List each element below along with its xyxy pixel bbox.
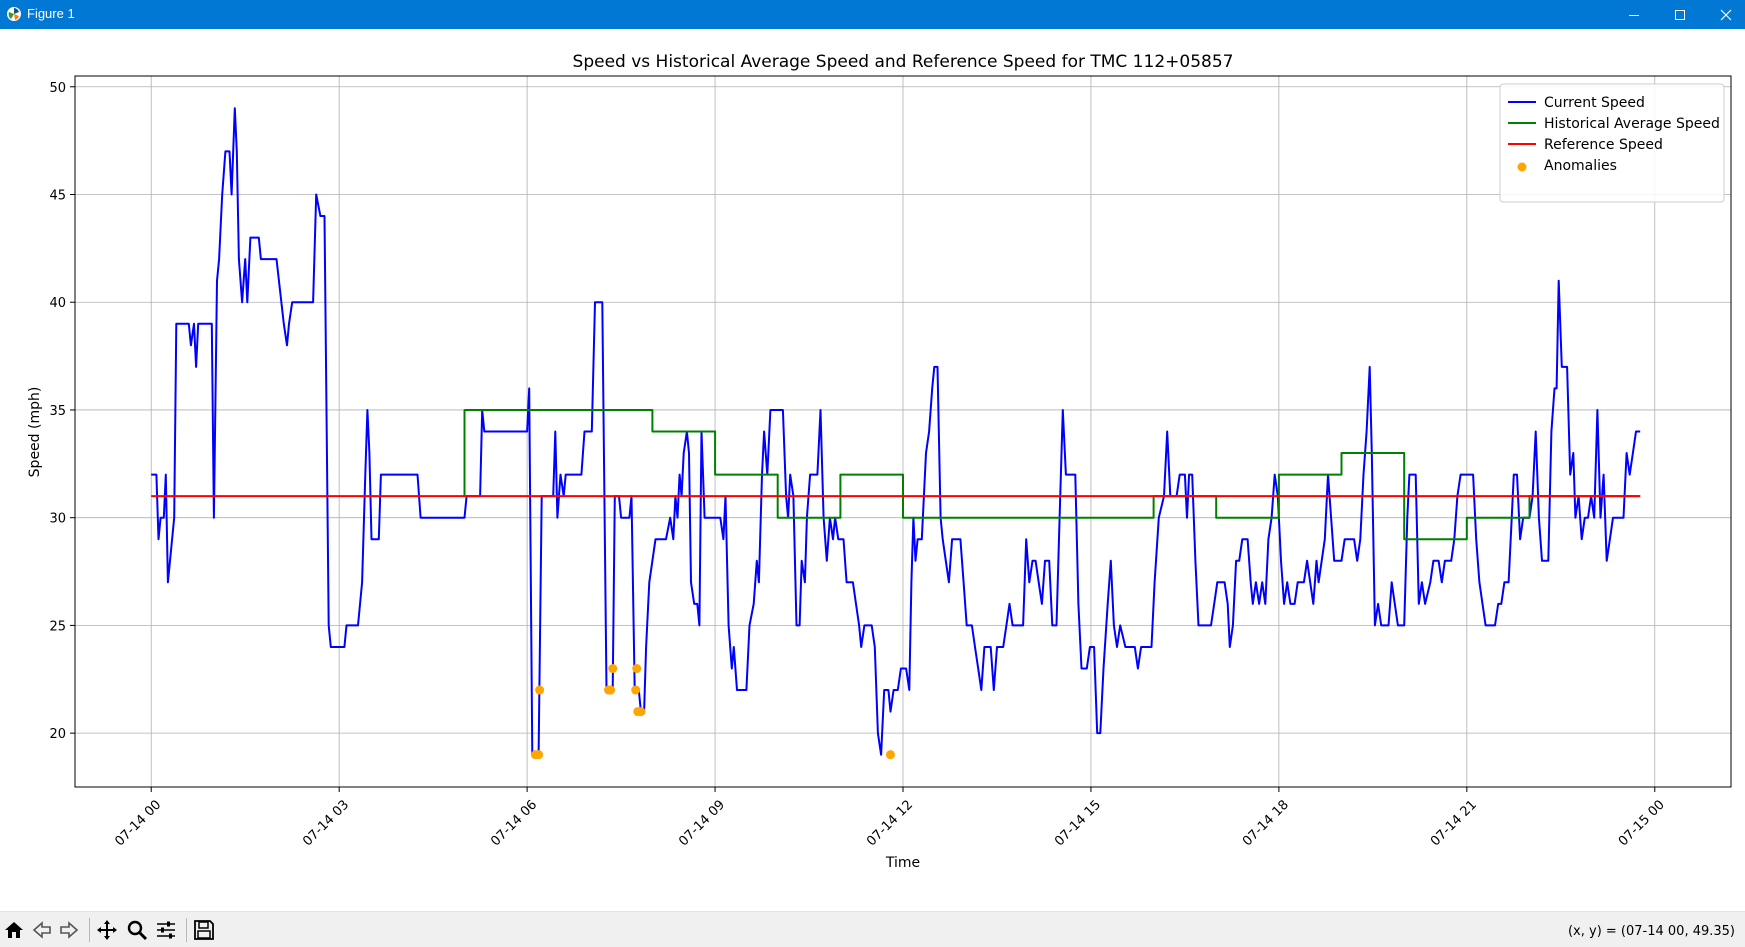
save-icon xyxy=(194,920,214,940)
maximize-button[interactable] xyxy=(1657,0,1703,29)
anomaly-point xyxy=(636,707,646,717)
x-tick-label: 07-15 00 xyxy=(1616,797,1668,849)
y-tick-label: 30 xyxy=(49,512,66,527)
legend: Current Speed Historical Average Speed Ref… xyxy=(1499,83,1725,203)
x-tick-label: 07-14 06 xyxy=(488,797,540,849)
figure-canvas[interactable]: Speed vs Historical Average Speed and Re… xyxy=(0,29,1745,911)
anomaly-point xyxy=(885,750,895,760)
zoom-button[interactable] xyxy=(124,919,150,941)
close-button[interactable] xyxy=(1703,0,1745,29)
series-layer xyxy=(151,107,1641,760)
configure-icon xyxy=(157,921,175,939)
minimize-icon xyxy=(1629,14,1639,16)
y-tick-label: 40 xyxy=(49,296,66,311)
legend-swatch-anomalies xyxy=(1517,162,1527,172)
maximize-icon xyxy=(1675,9,1685,20)
forward-button[interactable] xyxy=(56,919,82,941)
matplotlib-logo-icon xyxy=(7,7,21,21)
x-tick-label: 07-14 00 xyxy=(112,797,164,849)
anomaly-point xyxy=(535,685,545,695)
anomaly-point xyxy=(530,750,540,760)
x-axis-label: Time xyxy=(885,855,920,871)
window-title: Figure 1 xyxy=(27,6,75,21)
x-tick-label: 07-14 12 xyxy=(864,797,916,849)
y-tick-label: 50 xyxy=(49,81,66,96)
y-tick-label: 45 xyxy=(49,189,66,204)
configure-button[interactable] xyxy=(153,919,179,941)
x-tick-label: 07-14 21 xyxy=(1428,797,1480,849)
legend-label: Anomalies xyxy=(1544,158,1617,174)
y-tick-label: 35 xyxy=(49,404,66,419)
back-button[interactable] xyxy=(29,919,55,941)
pan-button[interactable] xyxy=(94,919,120,941)
y-tick-label: 25 xyxy=(49,619,66,634)
line-chart: Speed vs Historical Average Speed and Re… xyxy=(27,52,1732,871)
toolbar-separator xyxy=(186,918,187,942)
grid xyxy=(75,76,1731,787)
close-icon xyxy=(1720,9,1732,20)
legend-label: Current Speed xyxy=(1544,95,1645,111)
pan-icon xyxy=(97,920,117,940)
legend-box xyxy=(1499,83,1725,203)
anomaly-point xyxy=(631,685,641,695)
home-icon xyxy=(5,922,23,938)
series-current-speed xyxy=(151,107,1641,756)
cursor-coordinates: (x, y) = (07-14 00, 49.35) xyxy=(1567,924,1735,939)
minimize-button[interactable] xyxy=(1611,0,1657,29)
navigation-toolbar: (x, y) = (07-14 00, 49.35) xyxy=(0,911,1745,947)
save-button[interactable] xyxy=(191,919,217,941)
anomaly-point xyxy=(632,664,642,673)
y-axis-label: Speed (mph) xyxy=(27,387,43,478)
toolbar-separator xyxy=(89,918,90,942)
x-tick-label: 07-14 03 xyxy=(300,797,352,849)
x-tick-label: 07-14 09 xyxy=(676,797,728,849)
forward-icon xyxy=(60,921,79,939)
axis-ticks: 07-14 00 07-14 03 07-14 06 07-14 09 07-14 12… xyxy=(49,81,1667,850)
x-tick-label: 07-14 15 xyxy=(1052,797,1104,849)
legend-label: Reference Speed xyxy=(1544,137,1663,153)
legend-label: Historical Average Speed xyxy=(1544,116,1720,132)
chart-title: Speed vs Historical Average Speed and Re… xyxy=(573,52,1234,72)
y-tick-label: 20 xyxy=(49,727,66,742)
window-titlebar: Figure 1 xyxy=(0,0,1745,29)
anomaly-point xyxy=(608,664,618,673)
zoom-icon xyxy=(127,920,148,941)
home-button[interactable] xyxy=(1,919,27,941)
anomaly-point xyxy=(604,685,614,695)
x-tick-label: 07-14 18 xyxy=(1240,797,1292,849)
back-icon xyxy=(32,921,51,939)
